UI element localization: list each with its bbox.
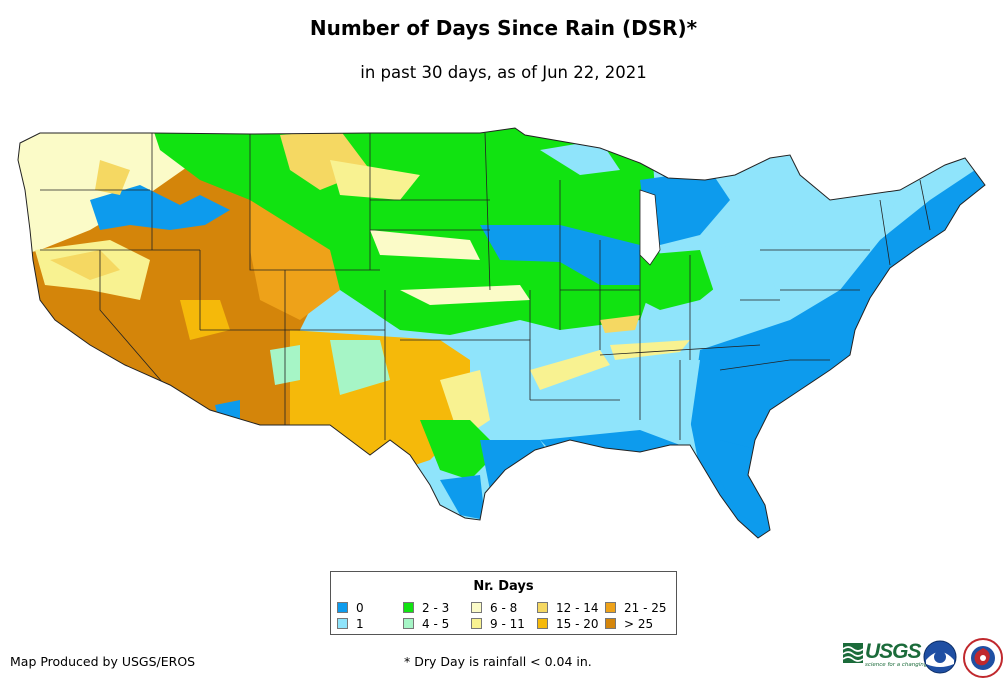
precip-regions (18, 128, 985, 538)
legend-swatch (403, 618, 414, 629)
legend-swatch (471, 602, 482, 613)
us-outline (17, 127, 986, 539)
noaa-logo-icon (923, 640, 957, 674)
legend-item-1: 1 (337, 618, 364, 632)
map-subtitle: in past 30 days, as of Jun 22, 2021 (360, 63, 647, 82)
legend-swatch (337, 618, 348, 629)
map-title: Number of Days Since Rain (DSR)* (309, 16, 698, 40)
legend-item-5: 9 - 11 (471, 618, 525, 632)
legend-item-3: 4 - 5 (403, 618, 449, 632)
legend-item-7: 15 - 20 (537, 618, 599, 632)
legend-item-0: 0 (337, 602, 364, 616)
legend-swatch (605, 618, 616, 629)
usgs-wave-icon (843, 643, 863, 663)
nws-logo-icon (963, 638, 1003, 678)
legend-item-9: > 25 (605, 618, 653, 632)
legend-title: Nr. Days (473, 579, 534, 594)
state-boundaries (40, 132, 931, 440)
usgs-logo-text: USGS (865, 640, 922, 663)
usgs-tagline: science for a changing world (865, 662, 945, 668)
legend-swatch (337, 602, 348, 613)
footnote-text: * Dry Day is rainfall < 0.04 in. (404, 654, 592, 669)
legend-swatch (471, 618, 482, 629)
credit-text: Map Produced by USGS/EROS (10, 654, 196, 669)
legend: Nr. Days 0 1 2 - 3 4 - 5 6 - 8 9 - 11 12… (330, 571, 677, 635)
legend-item-8: 21 - 25 (605, 602, 667, 616)
legend-swatch (537, 602, 548, 613)
legend-item-4: 6 - 8 (471, 602, 517, 616)
legend-item-6: 12 - 14 (537, 602, 599, 616)
legend-item-2: 2 - 3 (403, 602, 449, 616)
legend-swatch (403, 602, 414, 613)
legend-swatch (537, 618, 548, 629)
legend-swatch (605, 602, 616, 613)
lake-michigan (639, 189, 661, 266)
